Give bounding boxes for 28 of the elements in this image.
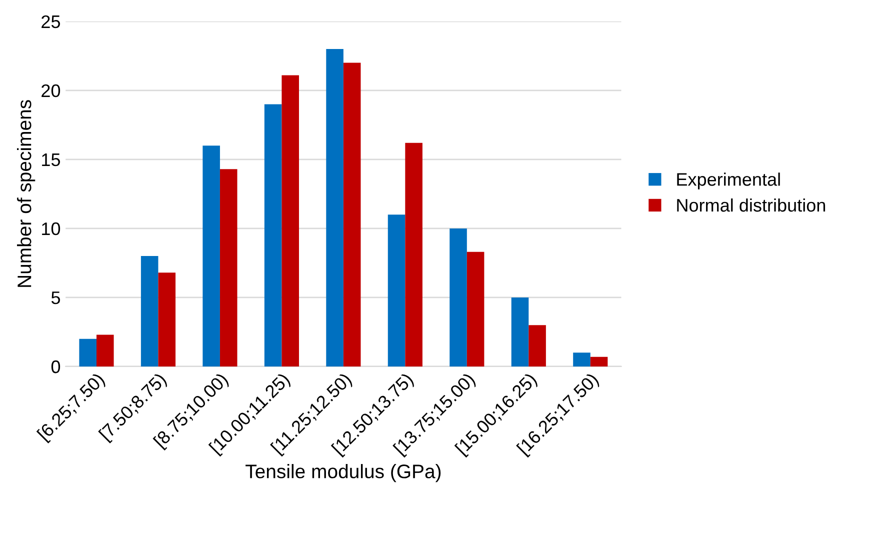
legend-label: Experimental [677, 172, 780, 190]
y-tick-label: 10 [42, 222, 60, 236]
bar [264, 104, 282, 366]
bar [282, 75, 299, 366]
bar [220, 169, 238, 366]
y-tick-label: 20 [42, 84, 60, 98]
bar [158, 272, 176, 366]
bar [590, 356, 608, 366]
bar [450, 228, 467, 366]
y-tick-label: 25 [42, 15, 60, 28]
bar [388, 214, 406, 366]
bar [405, 142, 422, 366]
bar [326, 49, 344, 366]
bar [511, 297, 529, 366]
bar [202, 146, 220, 366]
y-tick-label: 0 [51, 360, 60, 374]
y-axis-title: Number of specimens [17, 100, 36, 287]
bar [528, 325, 546, 366]
bar [140, 256, 158, 366]
bar [466, 252, 484, 366]
y-tick-label: 5 [51, 292, 60, 304]
bar [79, 338, 96, 366]
y-tick-label: 15 [42, 154, 60, 166]
bar [343, 62, 361, 366]
legend-label: Normal distribution [677, 198, 826, 212]
bar [573, 352, 590, 366]
x-axis-title: Tensile modulus (GPa) [246, 464, 441, 482]
bar [96, 334, 114, 366]
